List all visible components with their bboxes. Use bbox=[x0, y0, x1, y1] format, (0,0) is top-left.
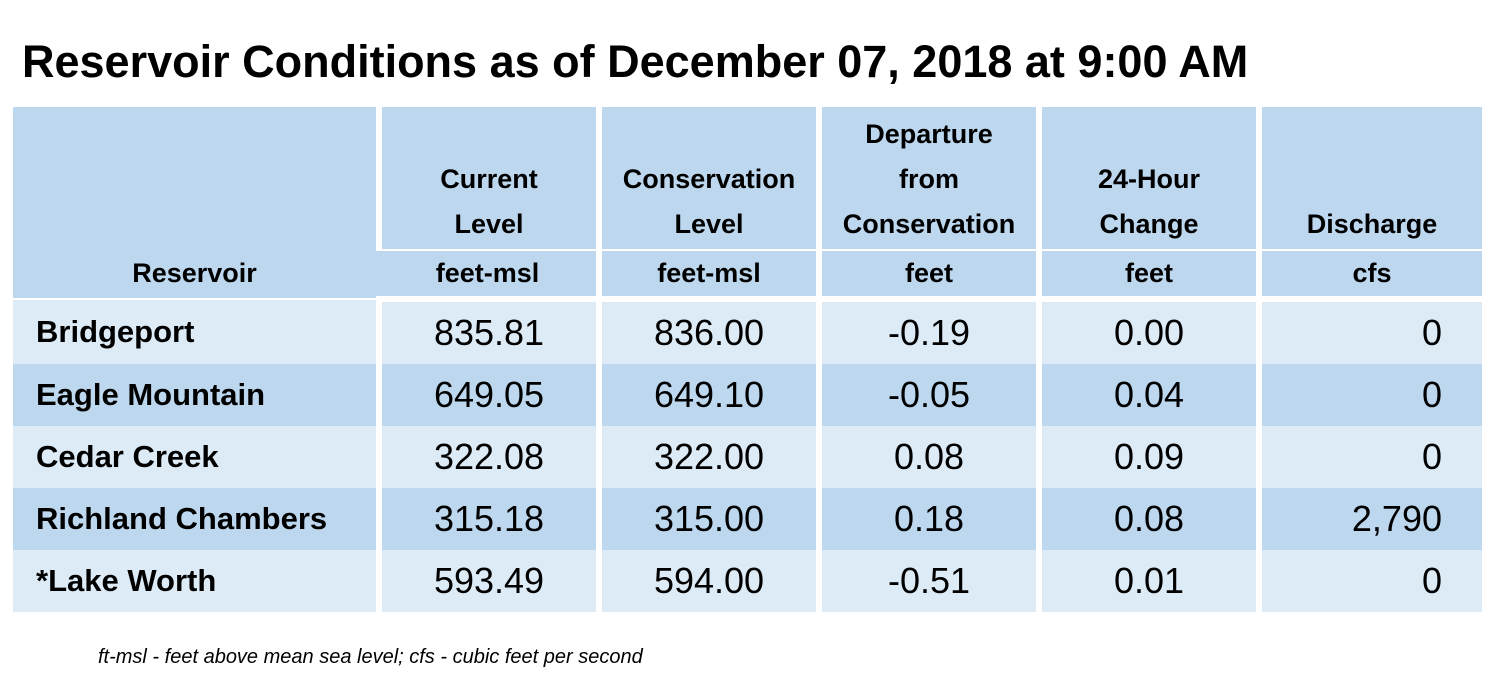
current-level-value: 593.49 bbox=[376, 550, 599, 612]
conservation-level-value: 315.00 bbox=[596, 488, 819, 550]
table-row: Bridgeport 835.81 836.00 -0.19 0.00 0 bbox=[13, 299, 1482, 364]
departure-value: 0.08 bbox=[816, 426, 1039, 488]
units-conservation-level: feet-msl bbox=[596, 250, 819, 302]
conservation-level-value: 322.00 bbox=[596, 426, 819, 488]
column-header-line: Change bbox=[1099, 209, 1199, 239]
column-header-current-level: Current Level bbox=[376, 107, 599, 251]
table-row: Eagle Mountain 649.05 649.10 -0.05 0.04 … bbox=[13, 364, 1482, 426]
conservation-level-value: 649.10 bbox=[596, 364, 819, 426]
conservation-level-value: 594.00 bbox=[596, 550, 819, 612]
reservoir-name: Bridgeport bbox=[13, 299, 379, 364]
column-header-line: Conservation bbox=[842, 209, 1016, 239]
column-header-departure: Departure from Conservation bbox=[816, 107, 1039, 251]
current-level-value: 315.18 bbox=[376, 488, 599, 550]
column-header-line: Departure bbox=[865, 119, 993, 149]
conservation-level-value: 836.00 bbox=[596, 299, 819, 364]
column-header-24-hour-change: 24-Hour Change bbox=[1036, 107, 1259, 251]
column-header-line: 24-Hour bbox=[1097, 164, 1200, 194]
discharge-value: 0 bbox=[1256, 550, 1482, 612]
column-header-line: Current bbox=[440, 164, 538, 194]
departure-value: 0.18 bbox=[816, 488, 1039, 550]
current-level-value: 835.81 bbox=[376, 299, 599, 364]
departure-value: -0.19 bbox=[816, 299, 1039, 364]
discharge-value: 0 bbox=[1256, 299, 1482, 364]
table-row: *Lake Worth 593.49 594.00 -0.51 0.01 0 bbox=[13, 550, 1482, 612]
table-row: Richland Chambers 315.18 315.00 0.18 0.0… bbox=[13, 488, 1482, 550]
reservoir-table: Reservoir Current Level Conservation Lev… bbox=[13, 107, 1482, 612]
reservoir-name: Cedar Creek bbox=[13, 426, 379, 488]
change-24h-value: 0.04 bbox=[1036, 364, 1259, 426]
page-title: Reservoir Conditions as of December 07, … bbox=[22, 36, 1249, 87]
discharge-value: 0 bbox=[1256, 364, 1482, 426]
departure-value: -0.51 bbox=[816, 550, 1039, 612]
column-header-reservoir: Reservoir bbox=[13, 107, 379, 300]
column-header-line: Discharge bbox=[1306, 209, 1438, 239]
current-level-value: 649.05 bbox=[376, 364, 599, 426]
column-header-line: Level bbox=[674, 209, 744, 239]
current-level-value: 322.08 bbox=[376, 426, 599, 488]
units-24-hour-change: feet bbox=[1036, 250, 1259, 302]
column-header-line: Reservoir bbox=[132, 258, 257, 288]
header-row: Reservoir Current Level Conservation Lev… bbox=[13, 107, 1482, 300]
table-row: Cedar Creek 322.08 322.00 0.08 0.09 0 bbox=[13, 426, 1482, 488]
change-24h-value: 0.00 bbox=[1036, 299, 1259, 364]
units-departure: feet bbox=[816, 250, 1039, 302]
discharge-value: 2,790 bbox=[1256, 488, 1482, 550]
reservoir-name: Eagle Mountain bbox=[13, 364, 379, 426]
column-header-line: from bbox=[899, 164, 959, 194]
discharge-value: 0 bbox=[1256, 426, 1482, 488]
change-24h-value: 0.09 bbox=[1036, 426, 1259, 488]
departure-value: -0.05 bbox=[816, 364, 1039, 426]
change-24h-value: 0.08 bbox=[1036, 488, 1259, 550]
change-24h-value: 0.01 bbox=[1036, 550, 1259, 612]
units-row: feet-msl feet-msl feet feet cfs bbox=[13, 250, 1482, 302]
column-header-discharge: Discharge bbox=[1256, 107, 1482, 251]
footnote: ft-msl - feet above mean sea level; cfs … bbox=[98, 646, 643, 668]
units-current-level: feet-msl bbox=[379, 250, 599, 302]
units-discharge: cfs bbox=[1256, 250, 1482, 302]
reservoir-name: *Lake Worth bbox=[13, 550, 379, 612]
column-header-line: Level bbox=[454, 209, 524, 239]
column-header-line: Conservation bbox=[622, 164, 796, 194]
column-header-conservation-level: Conservation Level bbox=[596, 107, 819, 251]
reservoir-name: Richland Chambers bbox=[13, 488, 379, 550]
